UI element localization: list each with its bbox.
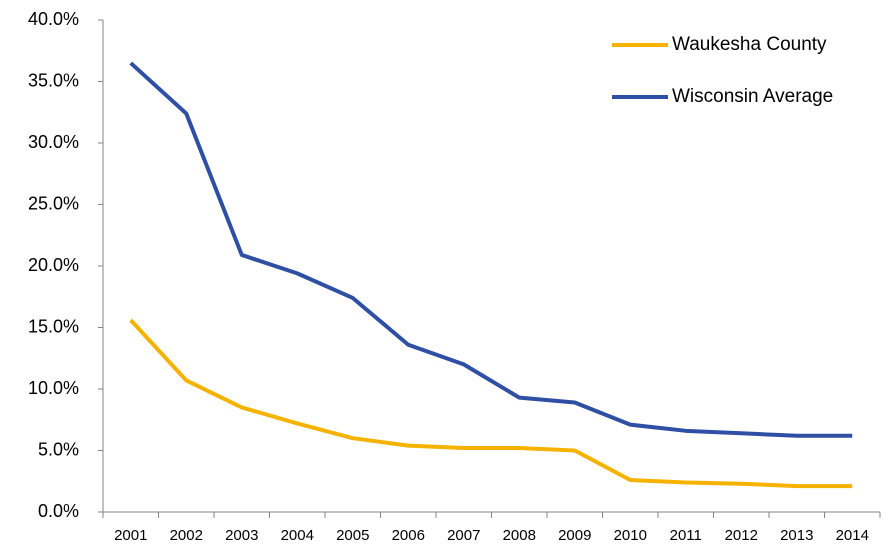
y-tick-label: 15.0%: [28, 316, 79, 336]
x-tick-label: 2009: [558, 527, 591, 544]
x-tick-label: 2012: [725, 527, 758, 544]
x-tick-label: 2011: [670, 527, 702, 544]
x-tick-label: 2001: [114, 527, 147, 544]
y-tick-label: 35.0%: [28, 70, 79, 90]
x-tick-label: 2013: [780, 527, 813, 544]
x-tick-label: 2010: [614, 527, 647, 544]
y-tick-label: 25.0%: [28, 193, 79, 213]
series-line: [129, 61, 853, 438]
series-line: [129, 318, 853, 489]
y-tick-label: 40.0%: [28, 9, 79, 29]
y-tick-label: 5.0%: [38, 439, 79, 459]
x-tick-label: 2014: [836, 527, 869, 544]
y-tick-label: 10.0%: [28, 378, 79, 398]
y-tick-label: 30.0%: [28, 132, 79, 152]
legend-label: Wisconsin Average: [672, 86, 833, 107]
y-tick-label: 0.0%: [38, 501, 79, 521]
legend-label: Waukesha County: [672, 34, 827, 55]
x-tick-label: 2002: [170, 527, 203, 544]
x-tick-label: 2003: [225, 527, 258, 544]
x-tick-label: 2007: [447, 527, 480, 544]
x-tick-label: 2005: [336, 527, 369, 544]
y-tick-label: 20.0%: [28, 255, 79, 275]
x-tick-label: 2004: [281, 527, 314, 544]
x-tick-label: 2008: [503, 527, 536, 544]
x-tick-label: 2006: [392, 527, 425, 544]
